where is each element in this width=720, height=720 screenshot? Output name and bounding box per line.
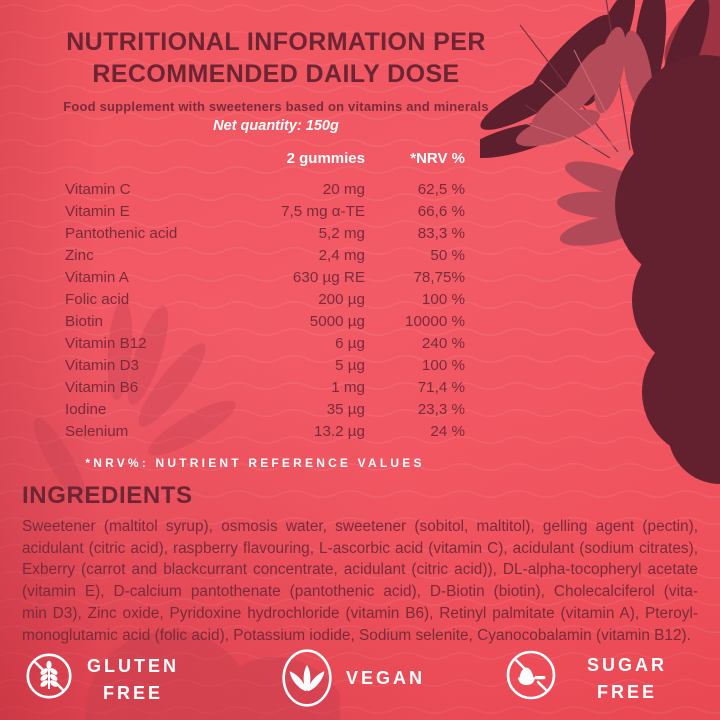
table-row: Pantothenic acid 5,2 mg 83,3 % xyxy=(65,222,465,244)
nutrient-nrv: 23,3 % xyxy=(417,400,465,418)
ingredients-line: monoglutamic acid (folic acid), Potassiu… xyxy=(22,626,691,644)
nutrient-amount: 5,2 mg xyxy=(318,224,365,242)
nutrient-label: Pantothenic acid xyxy=(65,224,178,242)
badge-line: FREE xyxy=(102,683,163,703)
column-header-nrv: *NRV % xyxy=(410,149,465,167)
nutrient-amount: 13.2 µg xyxy=(314,422,365,440)
sugar-free-label: SUGAR FREE xyxy=(572,652,682,706)
nutrient-amount: 200 µg xyxy=(318,290,365,308)
nutrient-amount: 35 µg xyxy=(326,400,365,418)
title-line-2: RECOMMENDED DAILY DOSE xyxy=(92,60,460,88)
ingredients-line: Sweetener (maltitol syrup), osmosis wate… xyxy=(22,518,698,535)
table-row: Selenium 13.2 µg 24 % xyxy=(65,420,465,442)
nutrient-amount: 5 µg xyxy=(335,356,365,374)
badge-line: FREE xyxy=(596,682,657,702)
ingredients-heading: INGREDIENTS xyxy=(22,482,193,509)
badge-line: VEGAN xyxy=(346,668,426,688)
table-row: Vitamin A 630 µg RE 78,75% xyxy=(65,266,465,288)
nutrient-amount: 7,5 mg α-TE xyxy=(281,202,365,220)
nutrient-amount: 1 mg xyxy=(331,378,365,396)
nrv-footnote: *NRV%: NUTRIENT REFERENCE VALUES xyxy=(85,456,425,470)
nutrient-label: Biotin xyxy=(65,312,103,330)
table-row: Vitamin E 7,5 mg α-TE 66,6 % xyxy=(65,200,465,222)
table-row: Vitamin B6 1 mg 71,4 % xyxy=(65,376,465,398)
sugar-free-icon xyxy=(506,650,556,700)
table-row: Folic acid 200 µg 100 % xyxy=(65,288,465,310)
nutrient-nrv: 50 % xyxy=(430,246,465,264)
subtitle: Food supplement with sweeteners based on… xyxy=(63,99,489,114)
net-quantity: Net quantity: 150g xyxy=(213,118,339,134)
table-row: Zinc 2,4 mg 50 % xyxy=(65,244,465,266)
vegan-label: VEGAN xyxy=(346,665,466,692)
column-header-amount: 2 gummies xyxy=(286,149,365,167)
table-row: Biotin 5000 µg 10000 % xyxy=(65,310,465,332)
nutrient-nrv: 24 % xyxy=(430,422,465,440)
nutrient-nrv: 62,5 % xyxy=(417,180,465,198)
nutrient-nrv: 10000 % xyxy=(405,312,465,330)
gluten-free-label: GLUTEN FREE xyxy=(83,653,183,707)
table-row: Iodine 35 µg 23,3 % xyxy=(65,398,465,420)
page-title: NUTRITIONAL INFORMATION PER RECOMMENDED … xyxy=(36,26,516,90)
nutrient-nrv: 100 % xyxy=(421,290,465,308)
badge-line: SUGAR xyxy=(586,655,667,675)
vegan-icon xyxy=(282,649,332,707)
nutrient-label: Folic acid xyxy=(65,290,130,308)
ingredients-paragraph: Sweetener (maltitol syrup), osmosis wate… xyxy=(22,516,698,646)
ingredients-line: Exberry (carrot and blackcurrant concent… xyxy=(22,561,698,579)
nutrient-amount: 630 µg RE xyxy=(292,268,365,286)
nutrient-amount: 6 µg xyxy=(335,334,365,352)
table-row: Vitamin C 20 mg 62,5 % xyxy=(65,178,465,200)
ingredients-line: (vitamin E), D-calcium pantothenate (pan… xyxy=(22,583,698,601)
gluten-free-icon xyxy=(26,653,72,699)
nutrient-nrv: 78,75% xyxy=(413,268,465,286)
nutrient-label: Iodine xyxy=(65,400,107,418)
nutrient-nrv: 240 % xyxy=(421,334,465,352)
nutrient-nrv: 71,4 % xyxy=(417,378,465,396)
nutrient-label: Vitamin E xyxy=(65,202,130,220)
ingredients-line: min D3), Zinc oxide, Pyridoxine hydrochl… xyxy=(22,604,698,622)
nutrient-label: Vitamin B12 xyxy=(65,334,147,352)
ingredients-line: acidulant (citric acid), raspberry flavo… xyxy=(22,539,698,557)
raspberry-illustration xyxy=(480,0,720,484)
badge-line: GLUTEN xyxy=(87,656,179,676)
nutrient-label: Vitamin B6 xyxy=(65,378,139,396)
nutrient-nrv: 66,6 % xyxy=(417,202,465,220)
table-row: Vitamin B12 6 µg 240 % xyxy=(65,332,465,354)
table-row: Vitamin D3 5 µg 100 % xyxy=(65,354,465,376)
nutrient-amount: 20 mg xyxy=(322,180,365,198)
nutrient-amount: 2,4 mg xyxy=(318,246,365,264)
nutrient-label: Zinc xyxy=(65,246,94,264)
nutrient-label: Vitamin C xyxy=(65,180,131,198)
nutrient-label: Vitamin A xyxy=(65,268,129,286)
nutrient-nrv: 100 % xyxy=(421,356,465,374)
nutrient-label: Selenium xyxy=(65,422,129,440)
nutrition-table: 2 gummies *NRV % Vitamin C 20 mg 62,5 % Vi… xyxy=(65,146,465,442)
table-header-row: 2 gummies *NRV % xyxy=(65,146,465,170)
header: NUTRITIONAL INFORMATION PER RECOMMENDED … xyxy=(36,26,516,134)
leaf-watermark xyxy=(33,300,236,502)
title-line-1: NUTRITIONAL INFORMATION PER xyxy=(66,28,486,56)
nutrient-amount: 5000 µg xyxy=(309,312,365,330)
nutrient-label: Vitamin D3 xyxy=(65,356,140,374)
nutrient-nrv: 83,3 % xyxy=(417,224,465,242)
